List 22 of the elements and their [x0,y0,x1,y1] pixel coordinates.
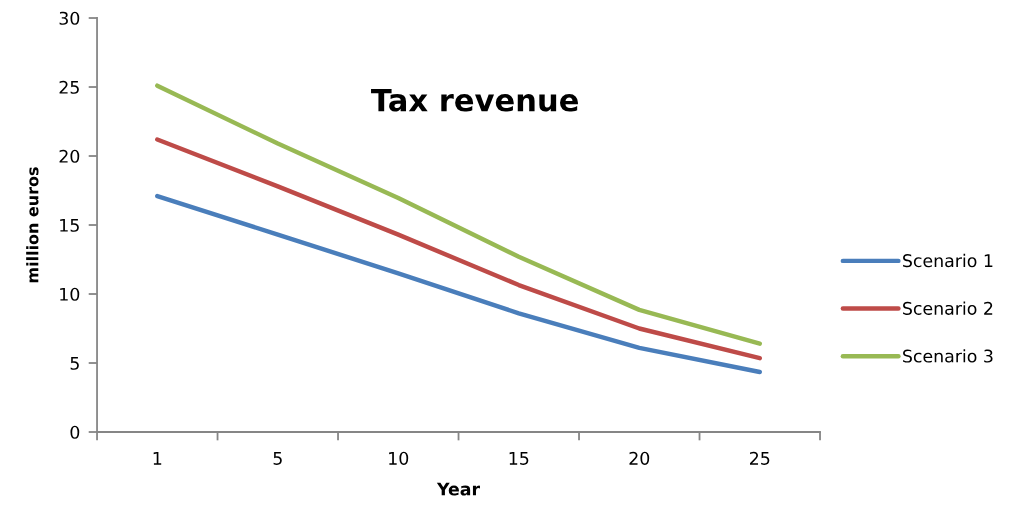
y-tick-label: 20 [59,149,80,163]
y-tick-label: 0 [70,425,80,439]
y-tick-label: 15 [60,218,79,232]
line-series [155,137,762,361]
y-axis-title: million euros [26,167,39,283]
y-tick-label: 10 [60,287,80,301]
y-tick-label: 5 [70,356,79,370]
y-tick-label: 30 [59,11,80,25]
x-tick-label: 5 [273,451,282,465]
legend-label: Scenario 2 [903,301,993,315]
line-series [155,83,762,346]
legend-label: Scenario 3 [903,349,993,363]
line-series [155,193,762,375]
x-tick-label: 10 [389,451,409,465]
x-tick-label: 25 [750,451,770,465]
y-tick-label: 25 [59,80,79,94]
legend-label: Scenario 1 [903,253,993,268]
x-axis-title: Year [436,482,480,496]
text: Tax revenue [371,88,578,112]
x-tick-label: 15 [509,451,529,465]
x-tick-label: 1 [153,451,162,465]
x-tick-label: 20 [629,451,650,465]
